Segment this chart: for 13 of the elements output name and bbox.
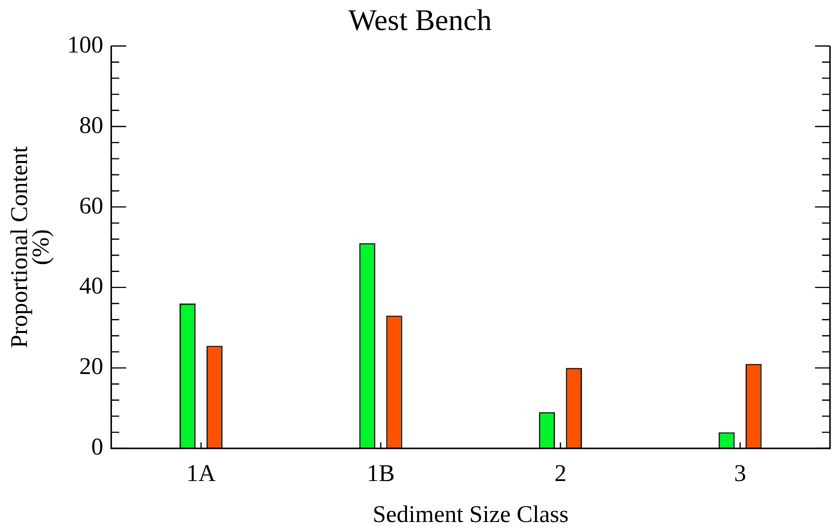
y-tick-label: 80	[79, 112, 104, 139]
y-tick-label: 100	[67, 32, 104, 58]
y-tick-label: 40	[79, 274, 104, 300]
x-tick-label: 3	[734, 461, 746, 488]
y-tick-label: 20	[79, 354, 104, 380]
x-axis-title: Sediment Size Class	[372, 502, 569, 528]
x-tick-label: 1A	[186, 461, 216, 488]
y-tick-label: 0	[91, 434, 104, 461]
y-tick-label: 60	[79, 193, 104, 220]
y-axis-title: Proportional Content (%)	[7, 146, 55, 348]
x-tick-label: 1B	[366, 461, 395, 488]
chart-title: West Bench	[348, 4, 492, 37]
x-tick-label: 2	[554, 461, 566, 488]
